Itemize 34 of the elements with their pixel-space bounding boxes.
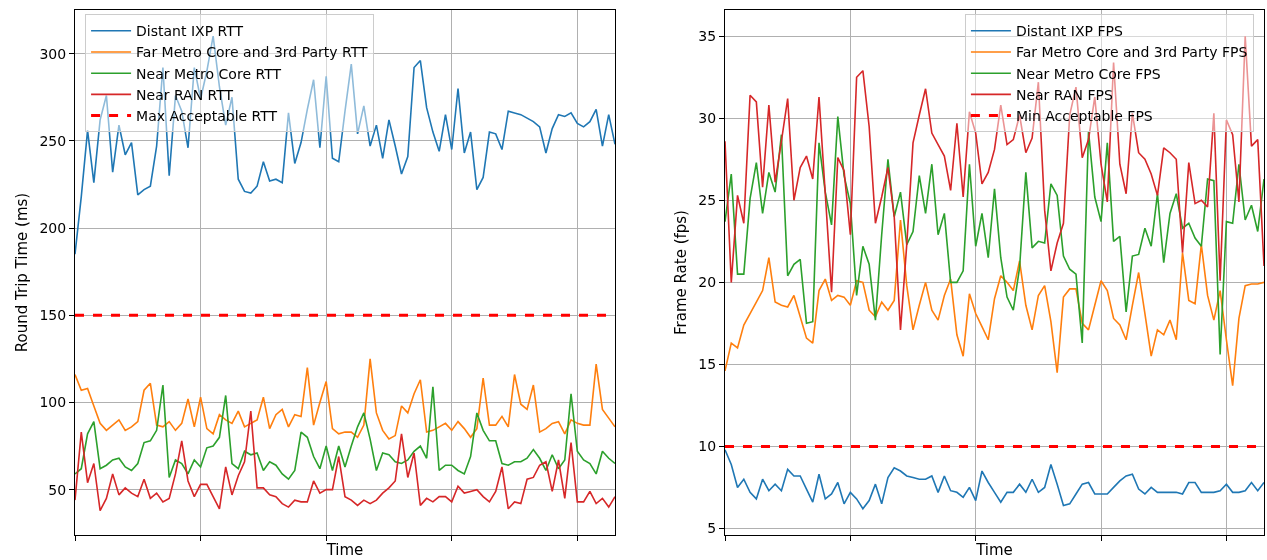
y-tick-label: 5 xyxy=(707,520,717,537)
y-tick-label: 200 xyxy=(39,219,67,236)
line-series xyxy=(75,35,615,255)
y-tick-label: 300 xyxy=(39,45,67,62)
line-series xyxy=(725,219,1264,387)
y-tick-label: 150 xyxy=(39,307,67,324)
line-series xyxy=(725,448,1264,510)
y-tick-label: 30 xyxy=(698,110,717,127)
legend-label: Near Metro Core FPS xyxy=(1015,65,1161,82)
y-tick-label: 25 xyxy=(698,192,717,209)
line-series xyxy=(75,358,615,440)
y-tick-label: 10 xyxy=(698,438,717,455)
legend-label: Distant IXP FPS xyxy=(1015,23,1123,40)
y-tick-label: 20 xyxy=(698,274,717,291)
y-tick-label: 50 xyxy=(48,481,67,498)
y-tick-label: 250 xyxy=(39,132,67,149)
legend-label: Far Metro Core and 3rd Party FPS xyxy=(1015,44,1248,61)
line-series xyxy=(725,35,1264,331)
legend-label: Near Metro Core RTT xyxy=(136,65,282,82)
x-axis-title: Time xyxy=(325,541,364,559)
y-tick-label: 35 xyxy=(698,28,717,45)
line-series xyxy=(75,410,615,512)
legend-label: Near RAN FPS xyxy=(1015,86,1113,103)
y-axis-title: Frame Rate (fps) xyxy=(671,210,690,335)
legend-label: Min Acceptable FPS xyxy=(1015,108,1153,125)
y-tick-label: 15 xyxy=(698,356,717,373)
legend-label: Near RAN RTT xyxy=(136,86,234,103)
y-tick-label: 100 xyxy=(39,394,67,411)
x-axis-title: Time xyxy=(975,541,1013,559)
y-axis-title: Round Trip Time (ms) xyxy=(12,192,31,353)
legend-label: Max Acceptable RTT xyxy=(136,108,278,125)
line-series xyxy=(75,384,615,480)
legend-label: Far Metro Core and 3rd Party RTT xyxy=(136,44,369,61)
legend-label: Distant IXP RTT xyxy=(136,23,244,40)
